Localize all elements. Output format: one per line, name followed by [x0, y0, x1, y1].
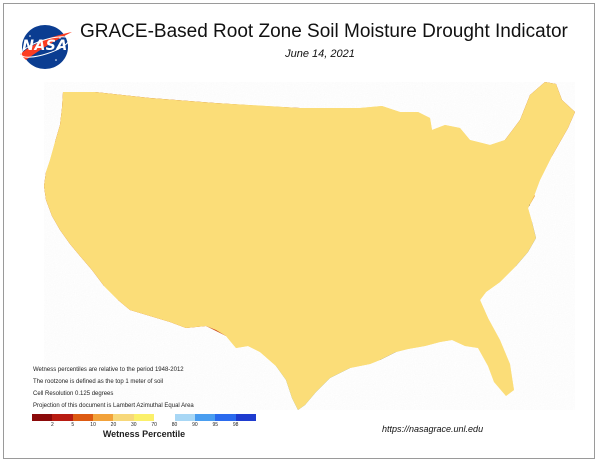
legend-swatch	[93, 414, 114, 421]
legend-tick-label: 5	[71, 422, 75, 428]
note-line: The rootzone is defined as the top 1 met…	[33, 379, 164, 385]
source-url[interactable]: https://nasagrace.unl.edu	[382, 424, 484, 434]
map-notes: Wetness percentiles are relative to the …	[33, 364, 194, 412]
legend-tick-label: 70	[151, 422, 157, 428]
legend-color-bar	[32, 414, 256, 421]
legend-swatch	[52, 414, 73, 421]
legend-tick-label: 90	[192, 422, 198, 428]
legend-tick-label: 80	[171, 422, 178, 428]
legend-swatch	[72, 414, 94, 421]
legend-tick-label: 30	[131, 422, 137, 428]
legend-tick-label: 10	[90, 422, 96, 428]
legend-tick-label: 20	[110, 422, 117, 428]
legend-swatch	[133, 414, 155, 421]
legend-swatch	[32, 414, 53, 421]
legend-swatch	[113, 414, 134, 421]
legend-swatch	[235, 414, 256, 421]
nasa-logo-text: NASA	[22, 38, 68, 54]
legend-swatch	[194, 414, 216, 421]
legend-tick-label: 2	[50, 422, 54, 428]
legend-swatch	[215, 414, 236, 421]
note-line: Wetness percentiles are relative to the …	[33, 367, 184, 373]
nasa-logo: NASA	[16, 24, 74, 70]
us-outline	[43, 81, 576, 411]
map-date: June 14, 2021	[285, 48, 355, 60]
legend-swatch	[154, 414, 175, 421]
note-line: Projection of this document is Lambert A…	[33, 403, 194, 409]
map-title: GRACE-Based Root Zone Soil Moisture Drou…	[80, 21, 568, 42]
legend-tick-label: 95	[212, 422, 219, 428]
note-line: Cell Resolution 0.125 degrees	[33, 391, 114, 397]
legend-swatch	[174, 414, 195, 421]
legend-tick-label: 98	[232, 422, 239, 428]
legend-ticks: 2 5 10 20 30 70 80 90 95 98	[32, 421, 256, 430]
legend: 2 5 10 20 30 70 80 90 95 98 Wetness Percentile	[32, 414, 256, 439]
legend-title: Wetness Percentile	[102, 429, 186, 439]
